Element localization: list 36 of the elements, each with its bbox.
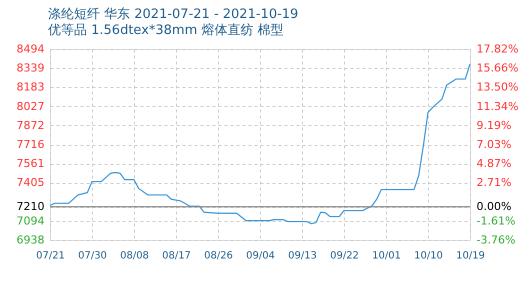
y-tick-label: 7094 (16, 214, 44, 228)
y2-tick-label: 17.82% (476, 42, 518, 56)
y2-tick-label: 15.66% (476, 62, 518, 75)
y-tick-label: 8494 (16, 42, 44, 56)
y-tick-label: 7210 (16, 200, 44, 214)
x-tick-label: 07/30 (78, 250, 107, 262)
x-tick-label: 08/08 (120, 250, 149, 262)
y-tick-label: 6938 (16, 234, 44, 246)
line-series (49, 63, 471, 224)
y2-tick-label: -1.61% (476, 214, 516, 228)
y-tick-label: 7405 (16, 176, 44, 190)
y-tick-label: 7561 (16, 157, 44, 170)
x-tick-label: 09/22 (330, 250, 359, 262)
x-tick-label: 10/10 (414, 250, 443, 262)
y2-tick-label: 13.50% (476, 80, 518, 94)
y-tick-label: 7872 (16, 118, 44, 132)
y2-tick-label: 2.71% (476, 176, 512, 190)
x-tick-label: 10/19 (456, 250, 485, 262)
chart-subtitle: 优等品 1.56dtex*38mm 熔体直纺 棉型 (48, 23, 284, 38)
y-tick-label: 8339 (16, 62, 44, 75)
y2-tick-label: 11.34% (476, 100, 518, 113)
chart-title: 涤纶短纤 华东 2021-07-21 - 2021-10-19 (48, 7, 298, 22)
y-tick-label: 7716 (16, 138, 44, 151)
x-tick-label: 10/01 (372, 250, 401, 262)
x-tick-label: 08/26 (204, 250, 233, 262)
x-tick-label: 08/17 (162, 250, 191, 262)
x-tick-label: 07/21 (36, 250, 65, 262)
x-tick-label: 09/13 (288, 250, 317, 262)
y2-tick-label: -3.76% (476, 234, 516, 246)
x-tick-label: 09/04 (246, 250, 275, 262)
y2-tick-label: 0.00% (476, 200, 512, 214)
y2-tick-label: 9.19% (476, 118, 512, 132)
y2-tick-label: 7.03% (476, 138, 512, 151)
y2-tick-label: 4.87% (476, 157, 512, 170)
y-tick-label: 8027 (16, 100, 44, 113)
y-tick-label: 8183 (16, 80, 44, 94)
